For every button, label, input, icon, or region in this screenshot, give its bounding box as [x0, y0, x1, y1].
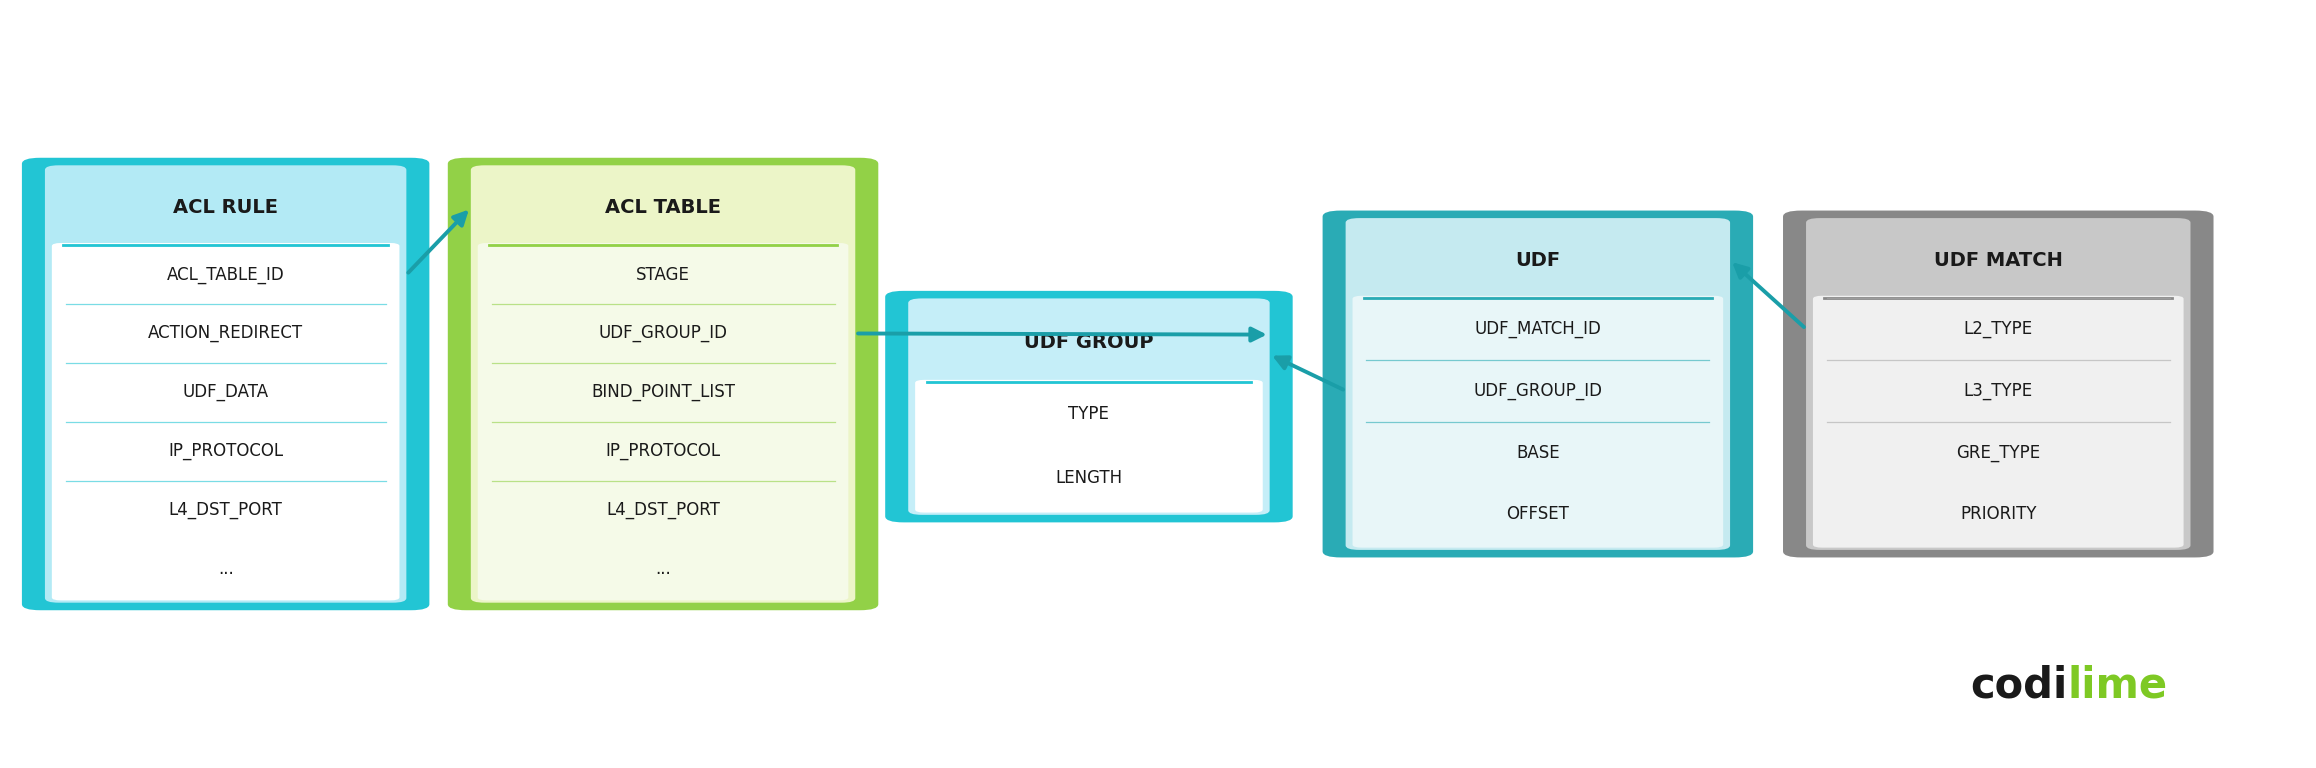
- Text: ...: ...: [655, 560, 672, 578]
- Text: L3_TYPE: L3_TYPE: [1964, 382, 2033, 400]
- Text: TYPE: TYPE: [1068, 406, 1109, 423]
- FancyBboxPatch shape: [1322, 210, 1753, 558]
- Text: UDF GROUP: UDF GROUP: [1024, 333, 1153, 352]
- Text: ACTION_REDIRECT: ACTION_REDIRECT: [148, 324, 303, 343]
- FancyBboxPatch shape: [470, 165, 855, 603]
- Text: BIND_POINT_LIST: BIND_POINT_LIST: [591, 383, 734, 402]
- FancyBboxPatch shape: [1813, 296, 2184, 548]
- Text: GRE_TYPE: GRE_TYPE: [1957, 444, 2040, 462]
- FancyBboxPatch shape: [1353, 296, 1723, 548]
- Text: IP_PROTOCOL: IP_PROTOCOL: [169, 442, 283, 460]
- Text: BASE: BASE: [1517, 444, 1559, 462]
- Text: UDF_GROUP_ID: UDF_GROUP_ID: [1473, 382, 1603, 400]
- Text: ACL TABLE: ACL TABLE: [604, 198, 720, 217]
- FancyBboxPatch shape: [477, 243, 848, 601]
- Text: lime: lime: [2068, 664, 2168, 707]
- Text: UDF_GROUP_ID: UDF_GROUP_ID: [598, 324, 727, 343]
- Text: PRIORITY: PRIORITY: [1959, 505, 2036, 524]
- Text: STAGE: STAGE: [637, 266, 690, 283]
- Text: L4_DST_PORT: L4_DST_PORT: [169, 501, 283, 519]
- Text: L2_TYPE: L2_TYPE: [1964, 320, 2033, 338]
- FancyBboxPatch shape: [21, 157, 428, 611]
- FancyBboxPatch shape: [915, 380, 1262, 512]
- Text: ACL_TABLE_ID: ACL_TABLE_ID: [167, 266, 285, 283]
- FancyBboxPatch shape: [447, 157, 878, 611]
- FancyBboxPatch shape: [885, 291, 1292, 522]
- FancyBboxPatch shape: [51, 243, 398, 601]
- FancyBboxPatch shape: [1783, 210, 2214, 558]
- Text: L4_DST_PORT: L4_DST_PORT: [607, 501, 720, 519]
- Text: UDF_DATA: UDF_DATA: [183, 383, 269, 402]
- Text: LENGTH: LENGTH: [1056, 469, 1123, 487]
- Text: codi: codi: [1971, 664, 2068, 707]
- FancyBboxPatch shape: [1806, 218, 2191, 550]
- FancyBboxPatch shape: [44, 165, 405, 603]
- FancyBboxPatch shape: [1346, 218, 1730, 550]
- Text: IP_PROTOCOL: IP_PROTOCOL: [604, 442, 720, 460]
- Text: ACL RULE: ACL RULE: [174, 198, 278, 217]
- Text: ...: ...: [218, 560, 234, 578]
- Text: OFFSET: OFFSET: [1505, 505, 1570, 524]
- Text: UDF MATCH: UDF MATCH: [1934, 251, 2064, 270]
- FancyBboxPatch shape: [908, 299, 1269, 515]
- Text: UDF_MATCH_ID: UDF_MATCH_ID: [1475, 320, 1600, 338]
- Text: UDF: UDF: [1515, 251, 1561, 270]
